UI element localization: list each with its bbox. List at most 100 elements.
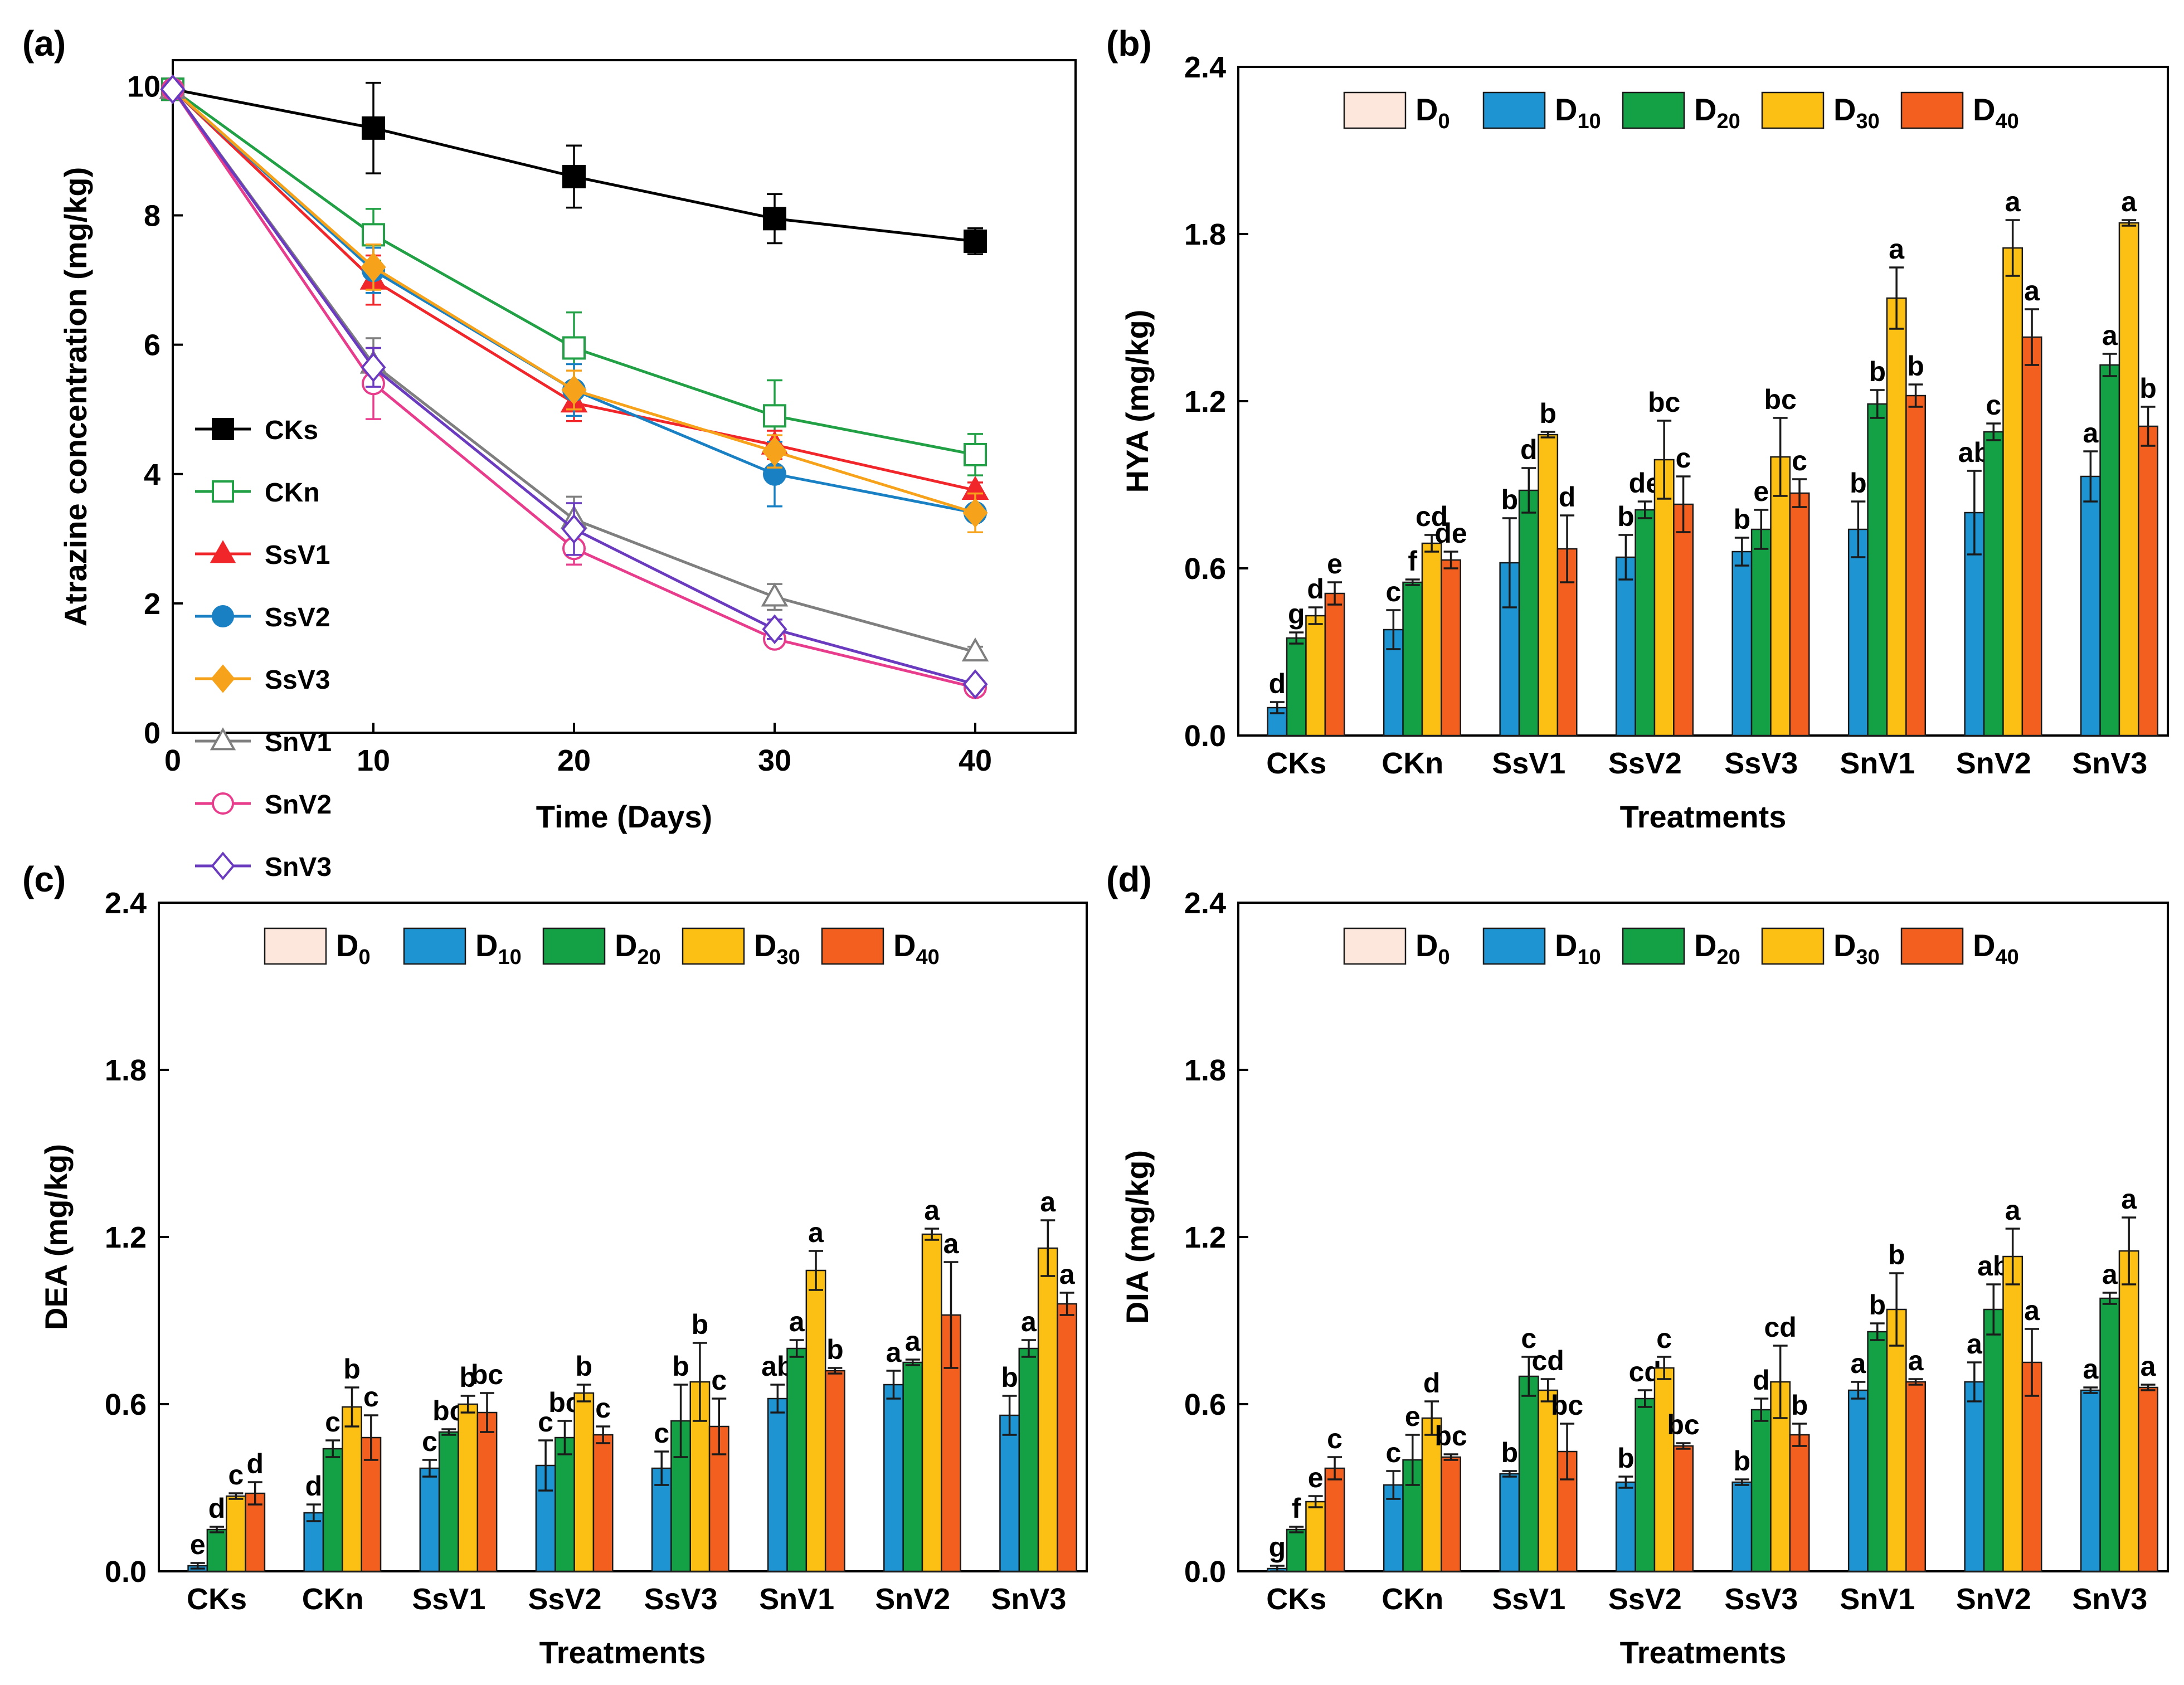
marker-diamond: [962, 498, 988, 528]
legend-base: D: [1694, 928, 1716, 963]
x-tick-label: 30: [758, 744, 791, 777]
significance-label: d: [1559, 481, 1576, 513]
x-tick-label: SsV3: [1724, 1582, 1798, 1616]
legend-item: D10: [1482, 927, 1601, 969]
panel-a-axes: 0 10 20 30 40 0 2 4 6 8 10: [127, 70, 992, 777]
y-tick-label: 0.0: [105, 1555, 147, 1589]
significance-label: c: [228, 1459, 244, 1491]
y-tick-label: 2: [144, 587, 160, 621]
marker-diamond: [160, 74, 186, 105]
panel-d-ylabel: DIA (mg/kg): [1120, 1150, 1155, 1324]
y-tick-label: 8: [144, 199, 160, 233]
legend-swatch: [264, 927, 327, 965]
legend-item: CKs: [195, 416, 318, 445]
significance-label: b: [1869, 1289, 1886, 1321]
marker-diamond: [762, 436, 787, 467]
bar-D30: [2118, 1250, 2139, 1572]
marker-triangle: [210, 727, 236, 751]
bar-D30: [342, 1406, 362, 1572]
legend-item: SsV2: [195, 603, 330, 632]
legend-label: D10: [1555, 928, 1601, 969]
marker-diamond: [962, 669, 988, 699]
significance-label: d: [1520, 434, 1538, 465]
legend-base: D: [1555, 928, 1577, 963]
legend-base: D: [615, 928, 637, 963]
legend-label: SnV3: [265, 853, 332, 882]
y-tick-label: 0.6: [1184, 552, 1226, 586]
panel-a-line-chart: (a) 0 10 20 30 40 0 2 4 6 8 10 CKs CKn SsV1 SsV2 SsV3 S…: [22, 23, 1077, 882]
legend-item: D30: [682, 927, 800, 969]
bar-D40: [1905, 1381, 1927, 1572]
panel-d-bar-chart: (d) 0.00.61.21.82.4CKsgfecCKncedbcSsV1bc…: [1106, 859, 2169, 1670]
legend-label: CKs: [265, 416, 318, 445]
x-tick-label: SnV1: [759, 1582, 834, 1616]
significance-label: c: [422, 1426, 437, 1457]
significance-label: a: [886, 1337, 902, 1368]
panel-label-a: (a): [22, 23, 66, 64]
bar-D20: [1867, 403, 1888, 737]
legend-swatch: [821, 927, 884, 965]
x-tick-label: SnV1: [1840, 1582, 1915, 1616]
bar-D30: [805, 1269, 826, 1572]
bar-D20: [1518, 1375, 1539, 1572]
significance-label: b: [1791, 1390, 1808, 1421]
bar-D30: [1653, 459, 1675, 737]
legend-base: D: [1973, 928, 1995, 963]
legend-swatch: [1343, 91, 1407, 129]
legend-swatch: [1343, 927, 1407, 965]
significance-label: b: [1539, 398, 1556, 429]
legend-sub: 0: [1438, 110, 1449, 133]
bar-D30: [2002, 1255, 2024, 1572]
marker-circle: [212, 605, 234, 627]
significance-label: d: [1423, 1367, 1441, 1399]
y-tick-label: 2.4: [105, 887, 147, 920]
bar-D40: [1057, 1303, 1078, 1572]
significance-label: bc: [1764, 384, 1796, 415]
legend-label: D10: [1555, 92, 1601, 133]
significance-label: b: [1617, 501, 1635, 532]
bar-D20: [786, 1347, 808, 1572]
significance-label: c: [325, 1406, 341, 1438]
legend-swatch: [1482, 91, 1546, 129]
legend-base: D: [336, 928, 358, 963]
bar-D30: [1305, 615, 1326, 737]
bar-D30: [1421, 542, 1442, 737]
panel-label-b: (b): [1106, 23, 1152, 64]
significance-label: c: [1656, 1323, 1672, 1354]
significance-label: e: [1308, 1462, 1324, 1493]
legend-label: D20: [1694, 928, 1740, 969]
bar-D20: [1402, 581, 1423, 737]
legend-label: CKn: [265, 478, 320, 508]
bar-D20: [2099, 1297, 2120, 1572]
significance-label: a: [2024, 1295, 2040, 1326]
significance-label: d: [1269, 668, 1286, 699]
bar-D20: [438, 1431, 459, 1572]
bar-D20: [1635, 1397, 1656, 1572]
x-tick-label: SnV2: [1956, 747, 2031, 780]
legend-label: D30: [1833, 92, 1880, 133]
marker-triangle: [210, 540, 236, 563]
significance-label: b: [1001, 1362, 1018, 1393]
legend-sub: 0: [358, 946, 370, 969]
legend-sub: 30: [776, 946, 800, 969]
bar-D20: [1750, 528, 1772, 737]
significance-label: e: [190, 1529, 206, 1560]
bar-D20: [1983, 1308, 2004, 1572]
legend-base: D: [1416, 928, 1438, 963]
x-tick-label: 10: [357, 744, 390, 777]
y-tick-label: 1.2: [1184, 385, 1226, 418]
legend: D0 D10 D20 D30 D40: [1343, 927, 2019, 969]
legend-item: SnV1: [195, 727, 332, 757]
legend-label: D0: [336, 928, 371, 969]
legend-label: D40: [1973, 928, 2019, 969]
bar-D30: [458, 1403, 479, 1572]
bar-D20: [1867, 1331, 1888, 1572]
legend-sub: 10: [1577, 110, 1601, 133]
significance-label: b: [1734, 504, 1751, 535]
bar-D40: [1324, 592, 1345, 737]
bar-D30: [1886, 297, 1907, 737]
legend-item: SsV3: [195, 664, 330, 695]
legend-base: D: [1833, 928, 1856, 963]
significance-label: a: [924, 1195, 940, 1226]
